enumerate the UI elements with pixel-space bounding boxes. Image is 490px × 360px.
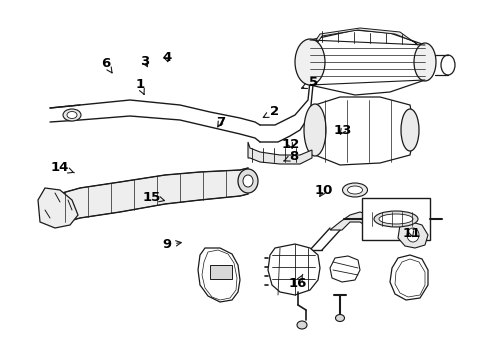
Polygon shape (312, 97, 415, 165)
Ellipse shape (67, 112, 77, 118)
Ellipse shape (401, 109, 419, 151)
Polygon shape (55, 168, 248, 225)
Polygon shape (310, 30, 430, 95)
Polygon shape (248, 142, 312, 164)
Ellipse shape (297, 321, 307, 329)
Ellipse shape (441, 55, 455, 75)
Text: 7: 7 (216, 116, 225, 129)
Text: 8: 8 (284, 150, 298, 163)
Polygon shape (398, 222, 428, 248)
Ellipse shape (304, 104, 326, 156)
Polygon shape (38, 188, 78, 228)
Polygon shape (330, 212, 378, 230)
Text: 9: 9 (162, 238, 181, 251)
Ellipse shape (374, 211, 418, 227)
Ellipse shape (336, 315, 344, 321)
Text: 5: 5 (301, 76, 318, 89)
Text: 4: 4 (162, 51, 171, 64)
Text: 13: 13 (334, 124, 352, 137)
Ellipse shape (295, 39, 325, 85)
Text: 10: 10 (314, 184, 333, 197)
Text: 15: 15 (143, 191, 165, 204)
Ellipse shape (379, 214, 413, 224)
Text: 1: 1 (135, 78, 144, 94)
Bar (362, 198, 430, 240)
Text: 14: 14 (50, 161, 74, 174)
Text: 11: 11 (402, 227, 421, 240)
Text: 2: 2 (263, 105, 279, 118)
Ellipse shape (407, 228, 419, 242)
Polygon shape (198, 248, 240, 302)
Ellipse shape (414, 43, 436, 81)
Ellipse shape (243, 175, 253, 187)
Polygon shape (268, 244, 320, 295)
Text: 16: 16 (289, 274, 307, 290)
Ellipse shape (347, 186, 363, 194)
Polygon shape (390, 255, 428, 300)
Text: 12: 12 (281, 138, 300, 151)
Polygon shape (330, 256, 360, 282)
Ellipse shape (63, 109, 81, 121)
Bar (210, 265, 232, 279)
Text: 6: 6 (101, 57, 112, 73)
Ellipse shape (238, 169, 258, 193)
Polygon shape (316, 28, 418, 45)
Ellipse shape (343, 183, 368, 197)
Text: 3: 3 (140, 55, 149, 68)
